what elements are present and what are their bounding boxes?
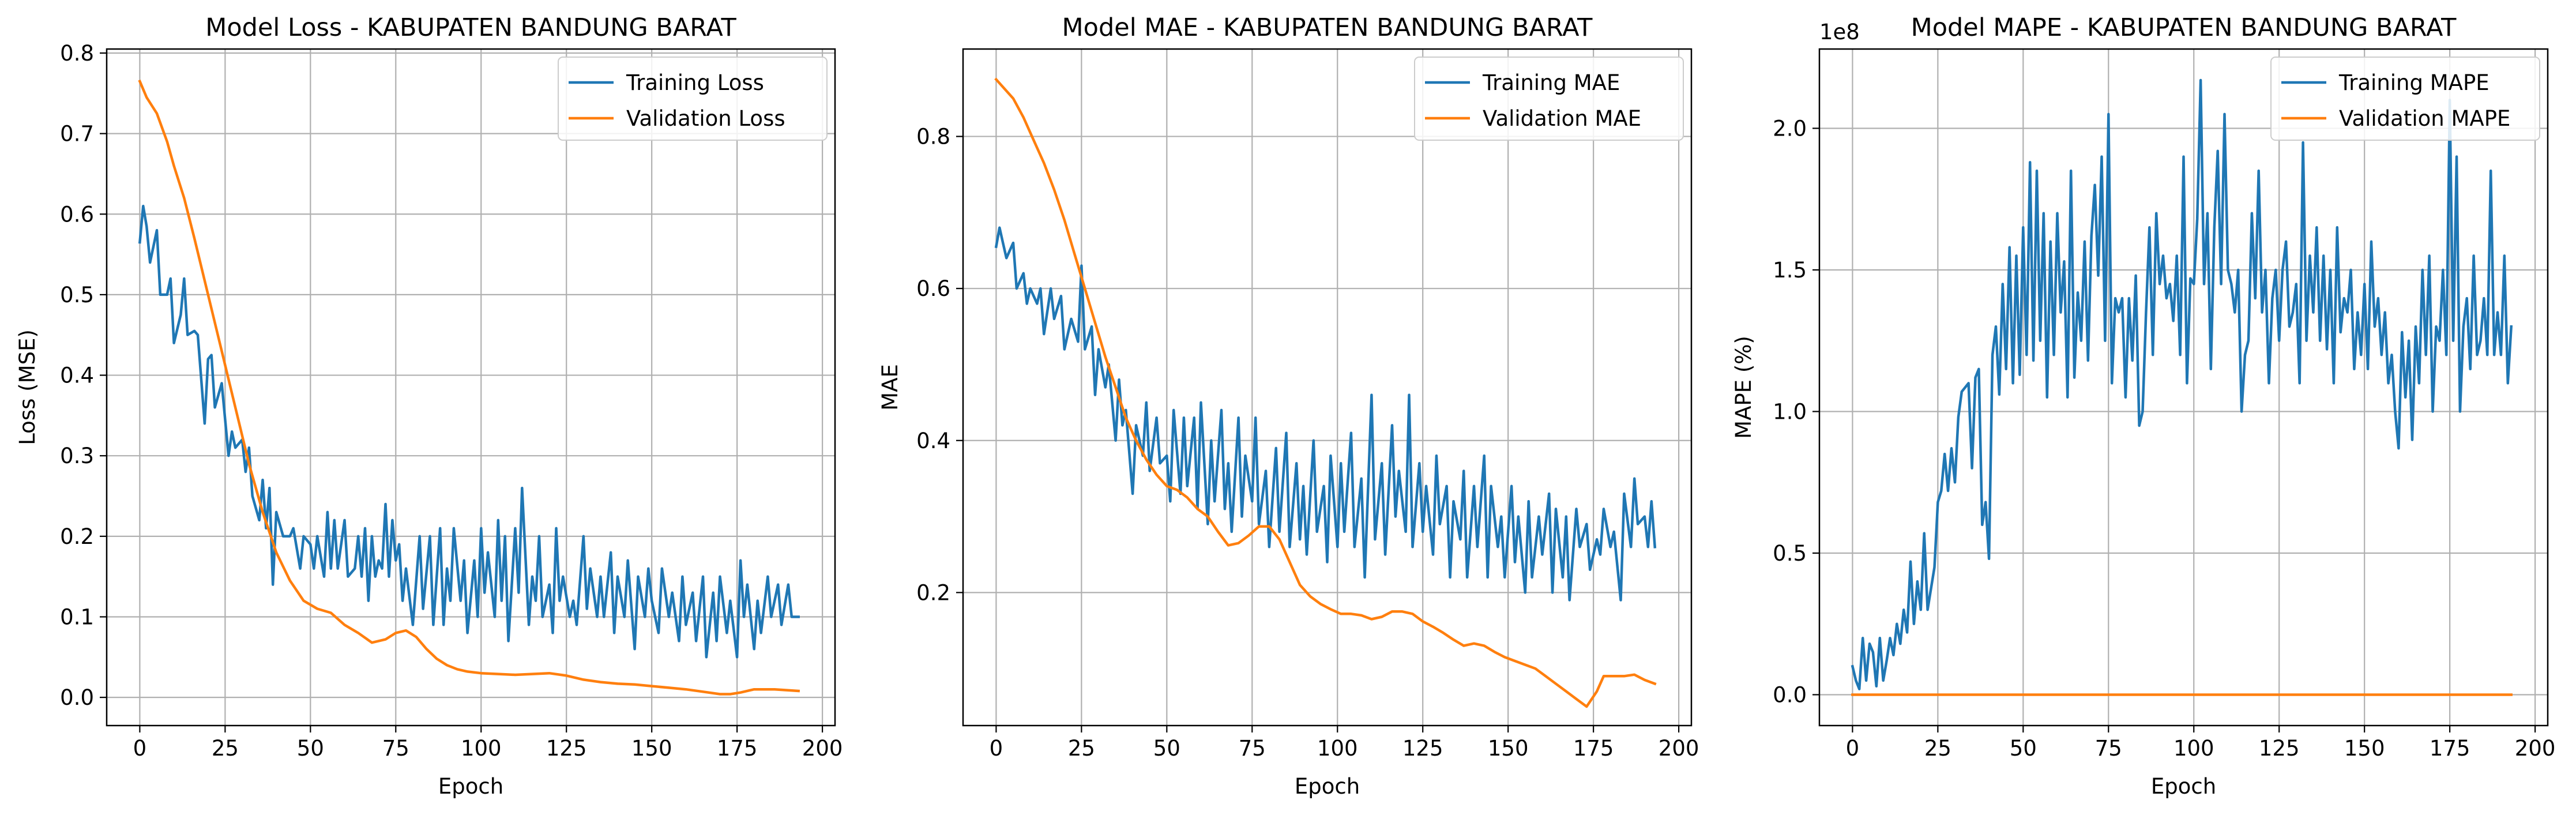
x-tick-label: 50 <box>2010 736 2037 761</box>
x-tick-label: 75 <box>2095 736 2122 761</box>
x-tick-label: 125 <box>1402 736 1443 761</box>
x-tick-label: 175 <box>717 736 758 761</box>
y-tick-label: 0.0 <box>1773 682 1807 707</box>
x-tick-label: 175 <box>1573 736 1614 761</box>
legend-label-2: Validation MAE <box>1483 106 1641 131</box>
y-tick-label: 0.5 <box>1773 541 1807 566</box>
y-tick-label: 0.6 <box>916 276 950 301</box>
chart-panel-2: 0 25 50 75 100 125 150 175 200 0.2 0.4 0.6 0.8 Model … <box>878 13 1699 799</box>
series-line-training-mape <box>1851 78 2513 690</box>
legend-label-1: Training MAPE <box>2338 70 2489 95</box>
x-tick-label: 125 <box>546 736 587 761</box>
y-tick-label: 0.4 <box>60 363 94 388</box>
chart-title: Model MAE - KABUPATEN BANDUNG BARAT <box>1062 13 1593 42</box>
legend: Training MAE Validation MAE <box>1414 57 1684 141</box>
y-tick-label: 1.5 <box>1773 258 1807 283</box>
plot-frame <box>1818 48 2549 727</box>
y-tick-label: 0.7 <box>60 122 94 146</box>
y-tick-label: 0.0 <box>60 685 94 710</box>
y-tick-label: 1.0 <box>1773 399 1807 424</box>
y-tick-label: 0.2 <box>916 580 950 605</box>
y-axis-label: Loss (MSE) <box>15 329 40 445</box>
x-tick-label: 0 <box>133 736 147 761</box>
y-tick-label: 0.5 <box>60 283 94 307</box>
x-axis-label: Epoch <box>438 774 503 799</box>
y-tick-label: 0.8 <box>916 125 950 149</box>
x-tick-label: 150 <box>1488 736 1529 761</box>
y-tick-label: 0.8 <box>60 41 94 66</box>
x-tick-label: 25 <box>1068 736 1095 761</box>
y-tick-label: 2.0 <box>1773 116 1807 141</box>
legend-label-1: Training MAE <box>1482 70 1620 95</box>
legend-box <box>2270 57 2540 141</box>
y-offset-label: 1e8 <box>1819 20 1860 44</box>
y-axis-label: MAPE (%) <box>1731 336 1756 439</box>
legend-box <box>558 57 828 141</box>
chart-title: Model Loss - KABUPATEN BANDUNG BARAT <box>205 13 736 42</box>
y-tick-label: 0.4 <box>916 429 950 453</box>
x-tick-label: 25 <box>1924 736 1951 761</box>
series-line-validation-mae <box>994 77 1657 708</box>
y-axis-label: MAE <box>878 364 902 411</box>
legend-box <box>1414 57 1684 141</box>
x-tick-label: 75 <box>382 736 409 761</box>
chart-panel-1: 0 25 50 75 100 125 150 175 200 0.0 0.1 0.2 0.3 0.4 0.5… <box>15 13 843 799</box>
series-line-training-mae <box>994 226 1657 602</box>
x-axis-label: Epoch <box>1295 774 1360 799</box>
x-tick-label: 50 <box>297 736 324 761</box>
x-tick-label: 200 <box>802 736 843 761</box>
x-tick-label: 200 <box>2515 736 2556 761</box>
x-tick-label: 100 <box>2173 736 2214 761</box>
x-tick-label: 175 <box>2430 736 2470 761</box>
x-tick-label: 50 <box>1153 736 1180 761</box>
chart-panel-3: 0 25 50 75 100 125 150 175 200 0.0 0.5 1.0 1.5 2.0 Mod… <box>1731 13 2555 799</box>
x-tick-label: 125 <box>2259 736 2300 761</box>
legend-label-2: Validation Loss <box>626 106 785 131</box>
chart-title: Model MAPE - KABUPATEN BANDUNG BARAT <box>1911 13 2457 42</box>
x-tick-label: 150 <box>2344 736 2385 761</box>
legend: Training MAPE Validation MAPE <box>2270 57 2540 141</box>
y-tick-label: 0.2 <box>60 524 94 549</box>
y-tick-label: 0.6 <box>60 202 94 227</box>
plot-frame <box>106 48 836 727</box>
legend-label-2: Validation MAPE <box>2339 106 2510 131</box>
x-tick-label: 150 <box>631 736 672 761</box>
x-tick-label: 100 <box>1317 736 1358 761</box>
x-tick-label: 0 <box>990 736 1003 761</box>
legend-label-1: Training Loss <box>626 70 764 95</box>
x-tick-label: 200 <box>1659 736 1699 761</box>
y-tick-label: 0.1 <box>60 604 94 629</box>
legend: Training Loss Validation Loss <box>558 57 828 141</box>
y-tick-label: 0.3 <box>60 444 94 468</box>
series-line-validation-loss <box>138 79 800 696</box>
plot-frame <box>962 48 1693 727</box>
x-tick-label: 25 <box>212 736 239 761</box>
x-tick-label: 100 <box>461 736 502 761</box>
x-tick-label: 75 <box>1239 736 1266 761</box>
x-axis-label: Epoch <box>2151 774 2216 799</box>
x-tick-label: 0 <box>1846 736 1860 761</box>
